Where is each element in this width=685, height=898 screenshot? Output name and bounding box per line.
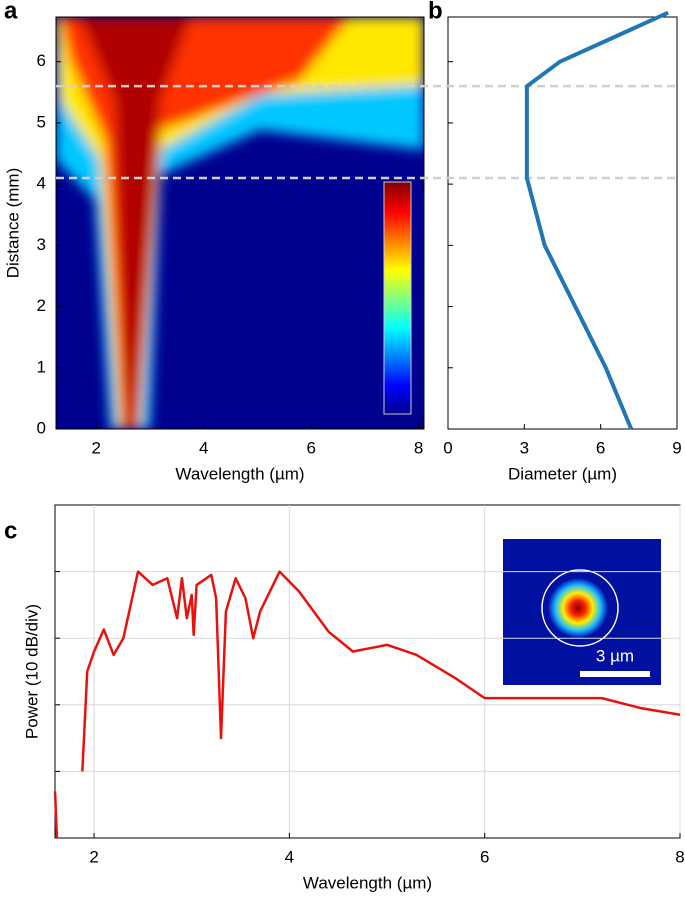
x-tick-label: 2	[89, 847, 98, 866]
y-tick-label: 0	[37, 418, 46, 437]
y-tick-label: 6	[37, 51, 46, 70]
scale-bar	[580, 671, 650, 677]
heatmap-image	[56, 17, 424, 429]
x-tick-label: 3	[520, 438, 529, 457]
inset-core	[541, 569, 619, 647]
x-axis-title: Diameter (µm)	[508, 464, 617, 483]
x-tick-label: 9	[672, 438, 681, 457]
x-tick-label: 0	[443, 438, 452, 457]
x-tick-label: 6	[306, 438, 315, 457]
data-line	[524, 10, 669, 430]
data-line	[53, 791, 59, 839]
x-tick-label: 4	[199, 438, 208, 457]
data-line	[81, 570, 681, 772]
x-tick-label: 8	[675, 847, 684, 866]
x-axis-title: Wavelength (µm)	[175, 464, 304, 483]
y-tick-label: 1	[37, 357, 46, 376]
scale-bar-label: 3 µm	[596, 646, 634, 665]
x-tick-label: 2	[92, 438, 101, 457]
x-tick-label: 8	[414, 438, 423, 457]
y-axis-title: Distance (mm)	[3, 168, 22, 279]
plot-frame	[447, 16, 678, 430]
y-tick-label: 2	[37, 296, 46, 315]
x-tick-label: 6	[596, 438, 605, 457]
panel-label: a	[4, 0, 18, 24]
y-tick-label: 5	[37, 112, 46, 131]
inset-mode	[548, 578, 608, 638]
y-axis-title: Power (10 dB/div)	[22, 604, 41, 739]
y-tick-label: 4	[37, 174, 46, 193]
y-tick-label: 3	[37, 235, 46, 254]
plot-frame	[55, 16, 425, 430]
x-tick-label: 6	[480, 847, 489, 866]
panel-label: b	[428, 0, 443, 24]
panel-label: c	[4, 517, 17, 544]
x-axis-title: Wavelength (µm)	[303, 873, 432, 892]
x-tick-label: 4	[285, 847, 294, 866]
